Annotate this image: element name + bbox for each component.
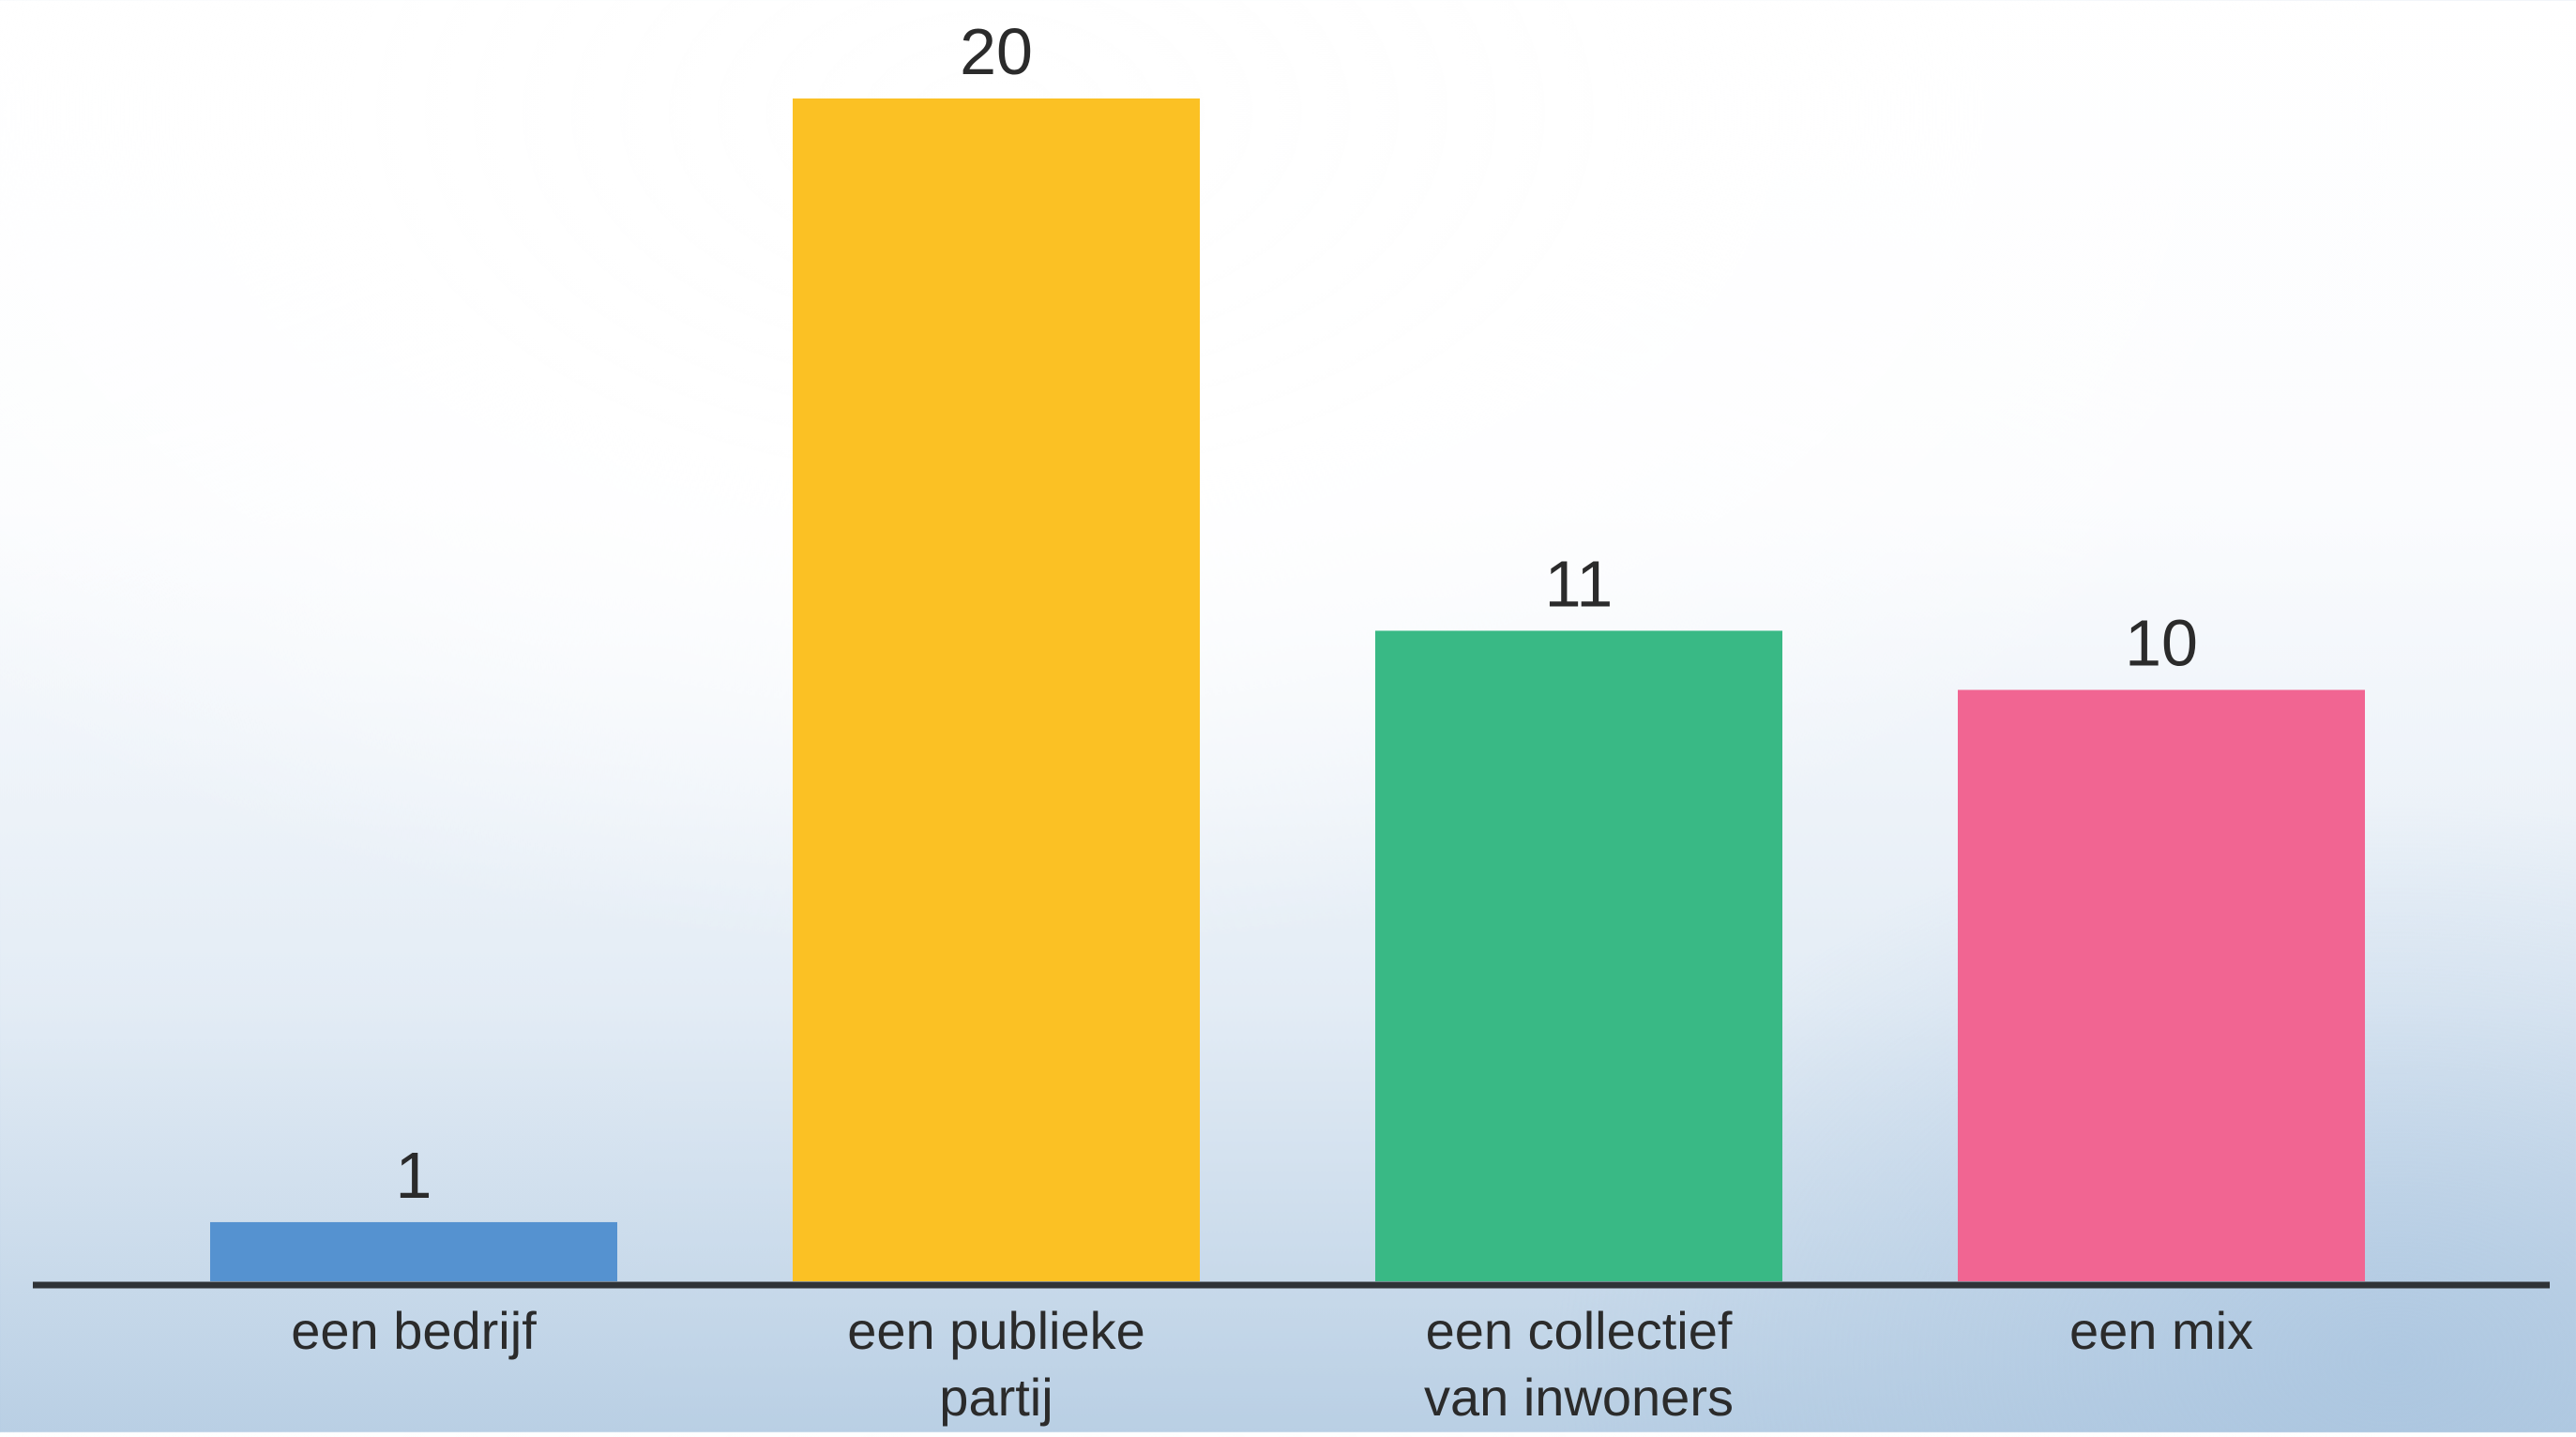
bar-value-label-1: 20 <box>960 15 1033 88</box>
category-label-0-line-0: een bedrijf <box>291 1301 537 1360</box>
bar-value-label-3: 10 <box>2125 607 2198 680</box>
bar-3 <box>1958 689 2365 1281</box>
category-label-0: een bedrijf <box>291 1301 537 1360</box>
category-labels-layer: een bedrijf een publieke partij een collect… <box>291 1301 2253 1427</box>
category-label-1-line-1: partij <box>939 1368 1053 1427</box>
value-labels-layer: 1 20 11 10 <box>396 15 2198 1212</box>
bar-0 <box>210 1221 617 1281</box>
bar-2 <box>1375 630 1782 1281</box>
category-label-2: een collectief van inwoners <box>1424 1301 1734 1427</box>
category-label-3-line-0: een mix <box>2069 1301 2253 1360</box>
bar-1 <box>793 98 1200 1281</box>
bars-layer <box>210 98 2365 1281</box>
category-label-1-line-0: een publieke <box>847 1301 1145 1360</box>
category-label-3: een mix <box>2069 1301 2253 1360</box>
bar-value-label-0: 1 <box>396 1139 432 1212</box>
bar-value-label-2: 11 <box>1545 547 1614 620</box>
category-label-1: een publieke partij <box>847 1301 1145 1427</box>
category-label-2-line-0: een collectief <box>1426 1301 1733 1360</box>
category-label-2-line-1: van inwoners <box>1424 1368 1734 1427</box>
